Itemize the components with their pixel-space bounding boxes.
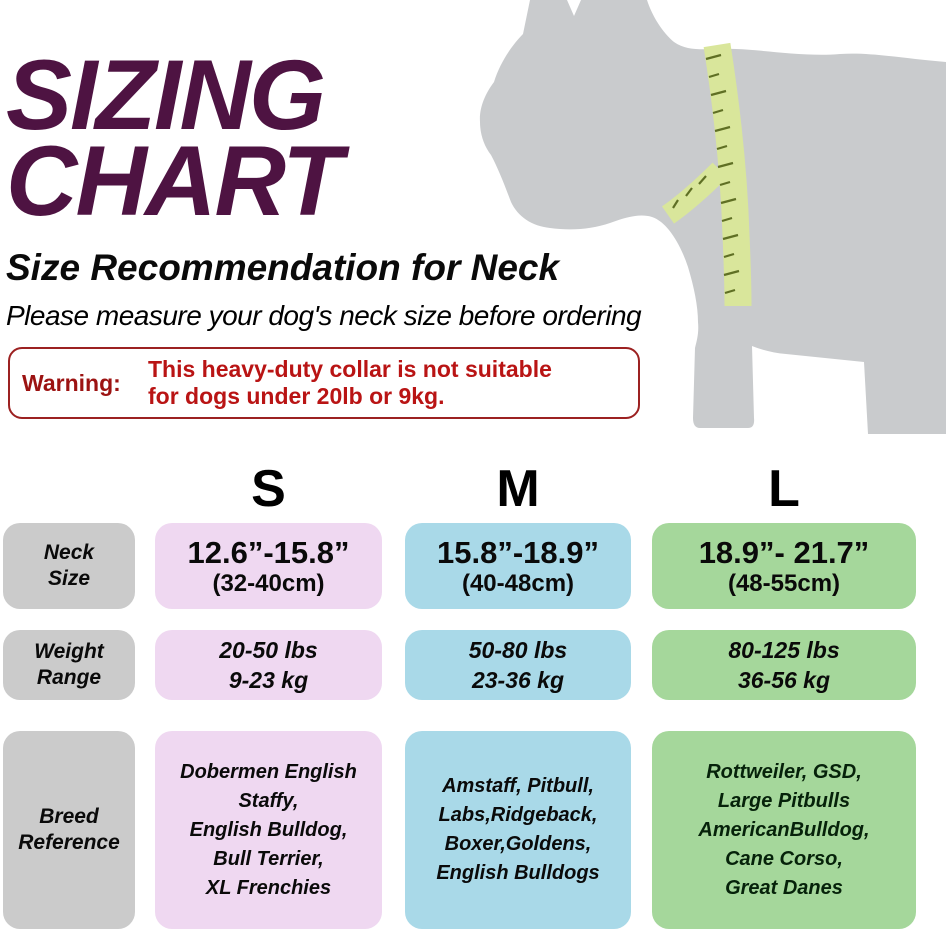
size-column-header-m: M <box>496 460 540 518</box>
row-label-breed-reference: Breed Reference <box>3 731 135 929</box>
warning-label: Warning: <box>22 369 121 396</box>
neck-size-cm: (32-40cm) <box>212 570 325 597</box>
breed-list: Amstaff, Pitbull, Labs,Ridgeback, Boxer,… <box>436 775 600 884</box>
row-label-text: Reference <box>18 831 120 854</box>
weight-kg: 36-56 kg <box>737 667 831 693</box>
weight-cell-s: 20-50 lbs 9-23 kg <box>155 630 382 700</box>
row-label-neck-size: Neck Size <box>3 523 135 609</box>
measuring-tape-branch <box>661 162 728 224</box>
row-label-text: Neck <box>43 541 95 564</box>
dog-silhouette <box>479 0 946 434</box>
row-label-text: Weight <box>34 640 104 663</box>
measuring-tape-main <box>703 42 752 307</box>
breed-cell-l: Rottweiler, GSD, Large Pitbulls American… <box>652 731 916 929</box>
warning-box: Warning: This heavy-duty collar is not s… <box>8 347 640 419</box>
neck-size-cell-l: 18.9”- 21.7” (48-55cm) <box>652 523 916 609</box>
page-title-line1: SIZING <box>6 39 326 150</box>
row-label-text: Size <box>47 567 91 590</box>
size-column-header-l: L <box>768 460 800 518</box>
breed-cell-m: Amstaff, Pitbull, Labs,Ridgeback, Boxer,… <box>405 731 631 929</box>
dog-illustration <box>440 0 946 434</box>
weight-kg: 23-36 kg <box>471 667 565 693</box>
breed-cell-s: Dobermen English Staffy, English Bulldog… <box>155 731 382 929</box>
breed-list: Rottweiler, GSD, Large Pitbulls American… <box>698 760 870 899</box>
measure-note: Please measure your dog's neck size befo… <box>6 300 642 331</box>
row-label-text: Range <box>36 666 102 689</box>
page-subtitle: Size Recommendation for Neck <box>6 247 560 288</box>
neck-size-inches: 15.8”-18.9” <box>437 535 599 570</box>
weight-lbs: 80-125 lbs <box>728 637 840 663</box>
weight-lbs: 50-80 lbs <box>468 637 568 663</box>
weight-cell-l: 80-125 lbs 36-56 kg <box>652 630 916 700</box>
row-label-text: Breed <box>39 805 99 828</box>
neck-size-cell-m: 15.8”-18.9” (40-48cm) <box>405 523 631 609</box>
row-label-weight-range: Weight Range <box>3 630 135 700</box>
measuring-tape-ticks <box>672 53 740 295</box>
neck-size-cell-s: 12.6”-15.8” (32-40cm) <box>155 523 382 609</box>
neck-size-cm: (40-48cm) <box>461 570 575 597</box>
dog-silhouette-svg <box>479 0 946 434</box>
breed-list: Dobermen English Staffy, English Bulldog… <box>180 760 357 899</box>
weight-cell-m: 50-80 lbs 23-36 kg <box>405 630 631 700</box>
neck-size-cm: (48-55cm) <box>727 570 841 597</box>
weight-lbs: 20-50 lbs <box>219 637 318 663</box>
page-title: SIZING CHART <box>6 45 343 230</box>
page-title-line2: CHART <box>6 125 343 236</box>
neck-size-inches: 12.6”-15.8” <box>187 535 350 570</box>
weight-kg: 9-23 kg <box>228 667 309 693</box>
warning-message: This heavy-duty collar is not suitable f… <box>148 356 552 409</box>
size-column-header-s: S <box>251 460 286 518</box>
neck-size-inches: 18.9”- 21.7” <box>698 535 870 570</box>
